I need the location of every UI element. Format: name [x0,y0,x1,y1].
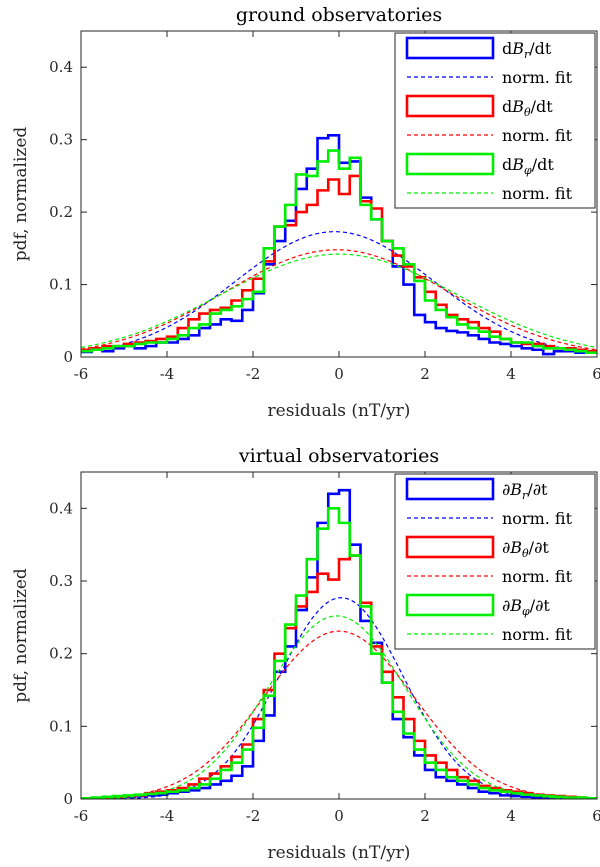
x-tick-label: -4 [160,807,175,825]
legend-box [394,32,596,209]
x-axis-label: residuals (nT/yr) [268,843,411,863]
x-tick-label: 0 [334,807,344,825]
y-tick-label: 0.3 [49,572,73,590]
x-tick-label: -2 [246,807,261,825]
legend-entry-label: norm. fit [502,625,573,644]
x-tick-label: -6 [74,365,89,383]
legend-entry-label: dBφ/dt [502,155,554,177]
x-tick-label: 2 [420,807,430,825]
legend-box [394,473,596,650]
fit-curve-series-1 [81,231,597,354]
legend-entry-label: ∂Bφ/∂t [502,596,550,618]
histogram-series-4 [81,507,597,799]
y-tick-label: 0.2 [49,203,73,221]
y-tick-label: 0 [63,348,73,366]
y-tick-label: 0.4 [49,58,73,76]
legend-swatch-histogram [405,36,495,60]
legend: ∂Br/∂t norm. fit ∂Bθ/∂t norm. fit ∂Bφ/∂t norm… [394,473,596,650]
histogram-series-4 [81,149,597,354]
chart-title: ground observatories [236,4,442,26]
legend-swatch-histogram [405,535,495,559]
histogram-series-0 [81,488,597,799]
y-tick-label: 0.3 [49,131,73,149]
y-tick-label: 0.4 [49,499,73,517]
x-tick-label: 4 [506,365,516,383]
legend-entry-label: norm. fit [502,126,573,145]
x-axis-label: residuals (nT/yr) [268,401,411,421]
plot-area [81,488,597,799]
x-tick-label: -6 [74,807,89,825]
x-tick-label: 0 [334,365,344,383]
chart-panel-1: ground observatories -6 -4 -2 0 2 4 6 0 0.1 0.2 0.3… [11,4,600,421]
legend-swatch-histogram [405,477,495,501]
x-tick-label: 6 [592,807,600,825]
y-axis-label: pdf, normalized [11,127,31,262]
fit-curve-series-3 [81,630,597,799]
legend-swatch-histogram [405,94,495,118]
x-tick-label: -2 [246,365,261,383]
chart-panel-2: virtual observatories -6 -4 -2 0 2 4 6 0 0.1 0.2 0.… [11,445,600,863]
legend-swatch-histogram [405,152,495,176]
legend-entry-label: norm. fit [502,68,573,87]
x-tick-label: -4 [160,365,175,383]
legend-entry-label: dBr/dt [502,39,552,61]
chart-title: virtual observatories [238,445,439,467]
legend-entry-label: ∂Br/∂t [502,480,548,502]
y-tick-label: 0.1 [49,276,73,294]
fit-curve-series-5 [81,253,597,349]
y-tick-label: 0.1 [49,717,73,735]
x-tick-label: 2 [420,365,430,383]
x-tick-label: 4 [506,807,516,825]
y-tick-label: 0 [63,790,73,808]
legend: dBr/dt norm. fit dBθ/dt norm. fit dBφ/dt norm… [394,32,596,209]
legend-entry-label: ∂Bθ/∂t [502,538,549,560]
legend-entry-label: dBθ/dt [502,97,553,119]
legend-entry-label: norm. fit [502,509,573,528]
y-axis-label: pdf, normalized [11,568,31,703]
legend-swatch-histogram [405,593,495,617]
y-tick-label: 0.2 [49,645,73,663]
legend-entry-label: norm. fit [502,567,573,586]
histogram-series-0 [81,134,597,356]
legend-entry-label: norm. fit [502,184,573,203]
fit-curve-series-5 [81,615,597,799]
x-tick-label: 6 [592,365,600,383]
plot-area [81,134,597,356]
